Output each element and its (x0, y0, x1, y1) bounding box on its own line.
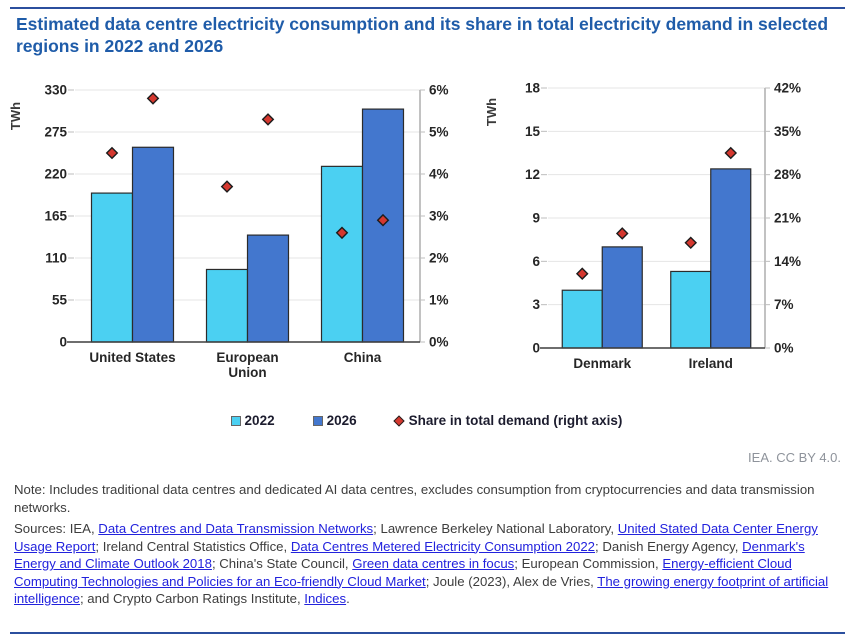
bar-2026-united-states (131, 146, 175, 343)
category-label: United States (89, 350, 175, 365)
source-link[interactable]: Green data centres in focus (352, 556, 515, 571)
category-label: Ireland (689, 356, 733, 371)
right-axis-tick-label: 6% (429, 83, 449, 98)
y-axis-tick-label: 9 (532, 211, 540, 226)
share-marker-2022-denmark (575, 267, 589, 281)
right-axis-tick-label: 5% (429, 125, 449, 140)
license-attribution: IEA. CC BY 4.0. (748, 450, 841, 465)
sources-fragment: ; and Crypto Carbon Ratings Institute, (79, 591, 305, 606)
category-label: Union (228, 365, 266, 380)
share-marker-2026-united-states (146, 92, 160, 105)
right-axis-tick-label: 42% (774, 81, 801, 96)
source-link[interactable]: Energy-efficient Cloud Computing Technol… (14, 556, 792, 589)
legend-label-share: Share in total demand (right axis) (408, 413, 623, 428)
sources-text: Sources: IEA, Data Centres and Data Tran… (14, 520, 840, 608)
chart-denmark-ireland: 0 3 6 9 12 15 18 Denmark Ireland 0% 7% 14% 21% 28% 35%… (484, 81, 801, 372)
sources-fragment: . (346, 591, 350, 606)
right-axis-tick-label: 4% (429, 167, 449, 182)
chart-regions-us-eu-china: 0 55 110 165 220 275 330 United States EuropeanU… (10, 83, 449, 381)
y-axis-tick-label: 18 (525, 81, 541, 96)
legend-item-2022: 2022 (230, 413, 275, 428)
legend-swatch-2022 (230, 415, 241, 426)
y-axis-tick-label: 0 (532, 341, 540, 356)
twh-axis-unit-label: TWh (484, 98, 499, 126)
legend-swatch-2026 (312, 415, 323, 426)
chart-legend: 2022 2026 Share in total demand (right a… (0, 413, 853, 428)
page-title: Estimated data centre electricity consum… (16, 14, 829, 56)
right-axis-tick-label: 14% (774, 254, 801, 269)
bar-2022-china (320, 165, 364, 343)
source-link[interactable]: Data Centres and Data Transmission Netwo… (98, 521, 374, 536)
category-label: China (344, 350, 382, 365)
right-axis-tick-label: 28% (774, 167, 801, 182)
share-marker-2026-china (376, 213, 390, 227)
y-axis-tick-label: 0 (59, 335, 67, 350)
legend-label-2026: 2026 (326, 413, 357, 428)
bar-2022-european-union (205, 268, 249, 343)
bar-2022-united-states (90, 192, 134, 343)
right-axis-tick-label: 3% (429, 209, 449, 224)
sources-fragment: ; China's State Council, (211, 556, 353, 571)
y-axis-tick-label: 275 (44, 125, 67, 140)
right-axis-tick-label: 21% (774, 211, 801, 226)
sources-fragment: ; Lawrence Berkeley National Laboratory, (373, 521, 618, 536)
source-link[interactable]: United Stated Data Center Energy Usage R… (14, 521, 818, 554)
source-link[interactable]: Indices (304, 591, 347, 606)
share-marker-2022-ireland (684, 236, 698, 250)
share-marker-2026-european-union (261, 113, 275, 126)
bar-2022-ireland (670, 270, 712, 349)
share-marker-2026-ireland (724, 146, 738, 160)
sources-fragment: ; European Commission, (514, 556, 663, 571)
sources-fragment: ; Joule (2023), Alex de Vries, (425, 573, 598, 589)
note-text: Note: Includes traditional data centres … (14, 482, 815, 515)
sources-fragment: Sources: IEA, (14, 521, 99, 536)
category-label: European (216, 350, 278, 365)
y-axis-tick-label: 55 (52, 293, 68, 308)
share-marker-2022-european-union (220, 180, 234, 193)
right-axis-tick-label: 0% (429, 335, 449, 350)
y-axis-tick-label: 110 (45, 251, 67, 266)
y-axis-tick-label: 330 (44, 83, 67, 98)
sources-fragment: ; Ireland Central Statistics Office, (95, 538, 291, 554)
top-rule (10, 7, 845, 9)
legend-label-2022: 2022 (244, 413, 275, 428)
share-marker-2026-denmark (615, 227, 629, 240)
y-axis-tick-label: 15 (525, 124, 541, 139)
y-axis-tick-label: 12 (525, 167, 540, 182)
y-axis-tick-label: 3 (532, 297, 540, 312)
sources-fragment: ; Danish Energy Agency, (595, 538, 743, 554)
bar-2026-ireland (710, 168, 752, 349)
twh-axis-unit-label: TWh (10, 102, 23, 130)
y-axis-tick-label: 6 (532, 254, 540, 269)
y-axis-tick-label: 165 (44, 209, 67, 224)
charts-area: 0 55 110 165 220 275 330 United States European U… (0, 78, 853, 394)
source-link[interactable]: The growing energy footprint of artifici… (14, 573, 829, 607)
right-axis-tick-label: 0% (774, 341, 794, 356)
right-axis-tick-label: 7% (774, 297, 794, 312)
bar-2026-european-union (246, 234, 290, 343)
y-axis-tick-label: 220 (44, 167, 67, 182)
legend-item-share: Share in total demand (right axis) (392, 413, 623, 428)
legend-item-2026: 2026 (312, 413, 357, 428)
share-marker-2022-china (335, 226, 349, 240)
right-axis-tick-label: 1% (429, 293, 449, 308)
right-axis-tick-label: 2% (429, 251, 449, 266)
category-label: Denmark (573, 356, 631, 371)
bar-2022-denmark (561, 289, 603, 349)
legend-diamond-icon (392, 414, 405, 427)
bar-2026-denmark (601, 246, 643, 349)
share-marker-2022-united-states (105, 146, 119, 160)
source-link[interactable]: Denmark's Energy and Climate Outlook 201… (14, 538, 805, 572)
bottom-rule (10, 632, 845, 634)
right-axis-tick-label: 35% (774, 124, 801, 139)
source-link[interactable]: Data Centres Metered Electricity Consump… (290, 538, 596, 554)
footer-notes: Note: Includes traditional data centres … (14, 481, 840, 608)
